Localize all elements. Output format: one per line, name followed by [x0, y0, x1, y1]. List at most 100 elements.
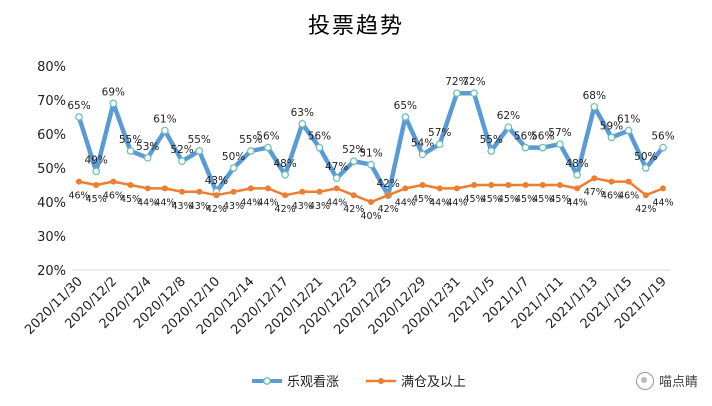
data-point: [350, 192, 357, 199]
wechat-logo-icon: [635, 371, 654, 390]
data-point: [109, 99, 118, 108]
watermark-text: 喵点睛: [658, 375, 698, 390]
data-point: [333, 185, 340, 192]
data-label: 42%: [343, 204, 364, 215]
data-label: 49%: [85, 154, 108, 166]
data-point: [76, 178, 82, 185]
data-point: [195, 147, 204, 155]
data-label: 45%: [532, 194, 553, 205]
data-label: 45%: [549, 194, 570, 205]
data-point: [264, 143, 272, 152]
data-point: [246, 147, 255, 155]
data-label: 63%: [291, 107, 314, 119]
data-label: 54%: [411, 137, 434, 149]
data-point: [591, 175, 598, 182]
data-label: 61%: [153, 114, 176, 126]
data-point: [144, 185, 151, 192]
data-label: 48%: [565, 158, 588, 170]
data-point: [436, 185, 443, 192]
data-label: 44%: [257, 197, 278, 208]
data-label: 59%: [600, 120, 623, 132]
data-label: 69%: [102, 86, 125, 98]
y-tick-label: 70%: [37, 94, 66, 109]
data-label: 52%: [342, 144, 365, 156]
data-label: 55%: [480, 134, 503, 146]
data-label: 44%: [652, 197, 673, 208]
data-label: 46%: [68, 191, 89, 202]
data-point: [385, 192, 392, 199]
y-tick-label: 40%: [37, 196, 66, 211]
data-label: 43%: [171, 201, 192, 212]
data-label: 45%: [515, 194, 536, 205]
data-label: 53%: [136, 141, 159, 153]
data-label: 56%: [651, 131, 674, 143]
data-point: [93, 182, 100, 188]
legend-label: 乐观看涨: [287, 374, 339, 390]
data-point: [92, 167, 101, 176]
data-label: 56%: [256, 131, 279, 143]
data-point: [368, 199, 374, 205]
data-point: [264, 185, 271, 192]
data-point: [419, 182, 426, 188]
data-point: [213, 192, 220, 199]
y-tick-label: 60%: [37, 128, 66, 143]
y-tick-label: 80%: [37, 60, 66, 75]
data-label: 43%: [189, 201, 210, 212]
data-label: 55%: [188, 134, 211, 146]
legend-marker: [263, 377, 271, 385]
series-line: [76, 90, 665, 198]
data-label: 44%: [446, 197, 467, 208]
data-label: 46%: [103, 191, 124, 202]
data-label: 45%: [120, 194, 141, 205]
watermark: 喵点睛: [635, 371, 698, 390]
data-label: 45%: [412, 194, 433, 205]
data-point: [590, 102, 599, 111]
data-label: 57%: [428, 127, 451, 139]
data-point: [521, 143, 530, 152]
data-label: 42%: [377, 178, 400, 190]
data-label: 44%: [567, 197, 588, 208]
data-label: 43%: [292, 201, 313, 212]
data-point: [281, 170, 289, 179]
y-tick-label: 20%: [37, 264, 66, 279]
data-point: [143, 153, 152, 162]
data-point: [298, 119, 307, 128]
data-point: [110, 178, 117, 185]
data-point: [642, 192, 649, 199]
data-label: 44%: [240, 197, 261, 208]
y-tick-label: 50%: [37, 162, 66, 177]
data-point: [470, 89, 478, 98]
data-label: 47%: [325, 161, 348, 173]
data-point: [316, 188, 323, 195]
data-label: 44%: [429, 197, 450, 208]
data-label: 44%: [395, 197, 416, 208]
data-label: 45%: [463, 194, 484, 205]
data-label: 43%: [205, 175, 228, 187]
data-point: [488, 182, 495, 188]
data-point: [538, 143, 547, 152]
data-label: 46%: [618, 191, 639, 202]
data-point: [127, 182, 134, 188]
data-point: [659, 143, 667, 152]
data-label: 40%: [360, 211, 381, 222]
data-point: [624, 126, 633, 135]
data-point: [539, 182, 546, 188]
data-point: [196, 188, 203, 195]
chart-title: 投票趋势: [308, 14, 404, 39]
data-point: [299, 188, 306, 195]
data-label: 56%: [514, 131, 537, 143]
data-label: 57%: [548, 127, 571, 139]
data-label: 47%: [584, 187, 605, 198]
data-label: 55%: [239, 134, 262, 146]
data-label: 48%: [273, 158, 296, 170]
data-label: 44%: [326, 197, 347, 208]
data-point: [178, 157, 186, 166]
data-point: [574, 185, 581, 192]
data-label: 44%: [154, 197, 175, 208]
data-label: 72%: [462, 76, 485, 88]
data-label: 68%: [583, 90, 606, 102]
data-point: [402, 185, 409, 192]
series-full-position: 46%45%46%45%44%44%43%43%42%43%44%44%42%4…: [68, 175, 674, 222]
data-point: [229, 164, 238, 172]
